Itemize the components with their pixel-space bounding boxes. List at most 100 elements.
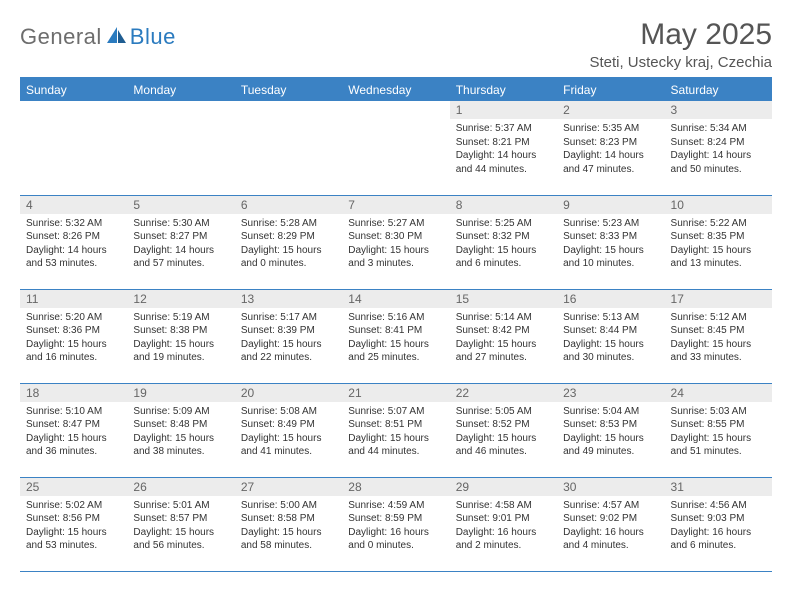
- calendar-day-cell: 15Sunrise: 5:14 AMSunset: 8:42 PMDayligh…: [450, 289, 557, 383]
- sunrise-text: Sunrise: 5:08 AM: [241, 405, 336, 419]
- sunset-text: Sunset: 8:27 PM: [133, 230, 228, 244]
- daylight-text: Daylight: 15 hours and 27 minutes.: [456, 338, 551, 365]
- day-details: Sunrise: 5:23 AMSunset: 8:33 PMDaylight:…: [557, 214, 664, 275]
- title-block: May 2025 Steti, Ustecky kraj, Czechia: [589, 18, 772, 71]
- daylight-text: Daylight: 15 hours and 25 minutes.: [348, 338, 443, 365]
- sunset-text: Sunset: 8:35 PM: [671, 230, 766, 244]
- day-number: 19: [127, 384, 234, 402]
- day-details: Sunrise: 5:17 AMSunset: 8:39 PMDaylight:…: [235, 308, 342, 369]
- sunrise-text: Sunrise: 5:32 AM: [26, 217, 121, 231]
- day-details: Sunrise: 5:27 AMSunset: 8:30 PMDaylight:…: [342, 214, 449, 275]
- sunrise-text: Sunrise: 5:10 AM: [26, 405, 121, 419]
- sunset-text: Sunset: 8:49 PM: [241, 418, 336, 432]
- calendar-day-cell: 3Sunrise: 5:34 AMSunset: 8:24 PMDaylight…: [665, 101, 772, 195]
- day-details: Sunrise: 5:28 AMSunset: 8:29 PMDaylight:…: [235, 214, 342, 275]
- day-number: 7: [342, 196, 449, 214]
- day-number: 8: [450, 196, 557, 214]
- day-details: Sunrise: 5:19 AMSunset: 8:38 PMDaylight:…: [127, 308, 234, 369]
- calendar-day-cell: [127, 101, 234, 195]
- day-number: 17: [665, 290, 772, 308]
- daylight-text: Daylight: 15 hours and 30 minutes.: [563, 338, 658, 365]
- daylight-text: Daylight: 15 hours and 56 minutes.: [133, 526, 228, 553]
- daylight-text: Daylight: 16 hours and 0 minutes.: [348, 526, 443, 553]
- day-details: Sunrise: 5:25 AMSunset: 8:32 PMDaylight:…: [450, 214, 557, 275]
- calendar-day-cell: 10Sunrise: 5:22 AMSunset: 8:35 PMDayligh…: [665, 195, 772, 289]
- sunrise-text: Sunrise: 5:07 AM: [348, 405, 443, 419]
- day-number: [127, 101, 234, 105]
- day-details: Sunrise: 5:07 AMSunset: 8:51 PMDaylight:…: [342, 402, 449, 463]
- sunrise-text: Sunrise: 5:19 AM: [133, 311, 228, 325]
- sunrise-text: Sunrise: 5:00 AM: [241, 499, 336, 513]
- day-number: 2: [557, 101, 664, 119]
- calendar-day-cell: 16Sunrise: 5:13 AMSunset: 8:44 PMDayligh…: [557, 289, 664, 383]
- calendar-day-cell: 2Sunrise: 5:35 AMSunset: 8:23 PMDaylight…: [557, 101, 664, 195]
- daylight-text: Daylight: 15 hours and 22 minutes.: [241, 338, 336, 365]
- day-details: Sunrise: 5:12 AMSunset: 8:45 PMDaylight:…: [665, 308, 772, 369]
- sunset-text: Sunset: 8:44 PM: [563, 324, 658, 338]
- daylight-text: Daylight: 15 hours and 38 minutes.: [133, 432, 228, 459]
- daylight-text: Daylight: 16 hours and 6 minutes.: [671, 526, 766, 553]
- sunset-text: Sunset: 8:41 PM: [348, 324, 443, 338]
- sunrise-text: Sunrise: 5:20 AM: [26, 311, 121, 325]
- day-number: 29: [450, 478, 557, 496]
- sunset-text: Sunset: 8:58 PM: [241, 512, 336, 526]
- sunset-text: Sunset: 8:30 PM: [348, 230, 443, 244]
- sunrise-text: Sunrise: 4:58 AM: [456, 499, 551, 513]
- day-number: 3: [665, 101, 772, 119]
- calendar-day-cell: 31Sunrise: 4:56 AMSunset: 9:03 PMDayligh…: [665, 477, 772, 571]
- day-number: 13: [235, 290, 342, 308]
- weekday-header: Monday: [127, 78, 234, 101]
- daylight-text: Daylight: 15 hours and 49 minutes.: [563, 432, 658, 459]
- sunrise-text: Sunrise: 5:28 AM: [241, 217, 336, 231]
- daylight-text: Daylight: 15 hours and 58 minutes.: [241, 526, 336, 553]
- day-number: 1: [450, 101, 557, 119]
- calendar-day-cell: 11Sunrise: 5:20 AMSunset: 8:36 PMDayligh…: [20, 289, 127, 383]
- calendar-day-cell: 8Sunrise: 5:25 AMSunset: 8:32 PMDaylight…: [450, 195, 557, 289]
- daylight-text: Daylight: 14 hours and 47 minutes.: [563, 149, 658, 176]
- calendar-day-cell: [342, 101, 449, 195]
- sunset-text: Sunset: 8:29 PM: [241, 230, 336, 244]
- day-details: Sunrise: 4:59 AMSunset: 8:59 PMDaylight:…: [342, 496, 449, 557]
- sunrise-text: Sunrise: 5:16 AM: [348, 311, 443, 325]
- day-details: Sunrise: 5:00 AMSunset: 8:58 PMDaylight:…: [235, 496, 342, 557]
- page-header: General Blue May 2025 Steti, Ustecky kra…: [20, 18, 772, 71]
- calendar-table: Sunday Monday Tuesday Wednesday Thursday…: [20, 77, 772, 572]
- weekday-header: Friday: [557, 78, 664, 101]
- calendar-day-cell: 4Sunrise: 5:32 AMSunset: 8:26 PMDaylight…: [20, 195, 127, 289]
- day-details: Sunrise: 5:16 AMSunset: 8:41 PMDaylight:…: [342, 308, 449, 369]
- daylight-text: Daylight: 16 hours and 2 minutes.: [456, 526, 551, 553]
- daylight-text: Daylight: 15 hours and 6 minutes.: [456, 244, 551, 271]
- day-number: 18: [20, 384, 127, 402]
- calendar-day-cell: 27Sunrise: 5:00 AMSunset: 8:58 PMDayligh…: [235, 477, 342, 571]
- sunset-text: Sunset: 9:03 PM: [671, 512, 766, 526]
- sunrise-text: Sunrise: 5:04 AM: [563, 405, 658, 419]
- weekday-row: Sunday Monday Tuesday Wednesday Thursday…: [20, 78, 772, 101]
- day-number: 26: [127, 478, 234, 496]
- day-details: Sunrise: 5:01 AMSunset: 8:57 PMDaylight:…: [127, 496, 234, 557]
- calendar-page: General Blue May 2025 Steti, Ustecky kra…: [0, 0, 792, 582]
- sunset-text: Sunset: 8:55 PM: [671, 418, 766, 432]
- sunrise-text: Sunrise: 5:35 AM: [563, 122, 658, 136]
- day-details: Sunrise: 5:03 AMSunset: 8:55 PMDaylight:…: [665, 402, 772, 463]
- sunset-text: Sunset: 8:48 PM: [133, 418, 228, 432]
- day-details: Sunrise: 5:04 AMSunset: 8:53 PMDaylight:…: [557, 402, 664, 463]
- day-details: Sunrise: 5:05 AMSunset: 8:52 PMDaylight:…: [450, 402, 557, 463]
- day-details: Sunrise: 5:14 AMSunset: 8:42 PMDaylight:…: [450, 308, 557, 369]
- calendar-week-row: 11Sunrise: 5:20 AMSunset: 8:36 PMDayligh…: [20, 289, 772, 383]
- sunrise-text: Sunrise: 5:22 AM: [671, 217, 766, 231]
- sunrise-text: Sunrise: 5:37 AM: [456, 122, 551, 136]
- day-details: Sunrise: 5:37 AMSunset: 8:21 PMDaylight:…: [450, 119, 557, 180]
- day-number: 5: [127, 196, 234, 214]
- day-number: 15: [450, 290, 557, 308]
- weekday-header: Thursday: [450, 78, 557, 101]
- calendar-week-row: 25Sunrise: 5:02 AMSunset: 8:56 PMDayligh…: [20, 477, 772, 571]
- daylight-text: Daylight: 15 hours and 16 minutes.: [26, 338, 121, 365]
- sunrise-text: Sunrise: 5:14 AM: [456, 311, 551, 325]
- daylight-text: Daylight: 15 hours and 33 minutes.: [671, 338, 766, 365]
- day-number: [235, 101, 342, 105]
- calendar-day-cell: 30Sunrise: 4:57 AMSunset: 9:02 PMDayligh…: [557, 477, 664, 571]
- day-number: 16: [557, 290, 664, 308]
- calendar-day-cell: 28Sunrise: 4:59 AMSunset: 8:59 PMDayligh…: [342, 477, 449, 571]
- month-title: May 2025: [589, 18, 772, 52]
- sunset-text: Sunset: 8:24 PM: [671, 136, 766, 150]
